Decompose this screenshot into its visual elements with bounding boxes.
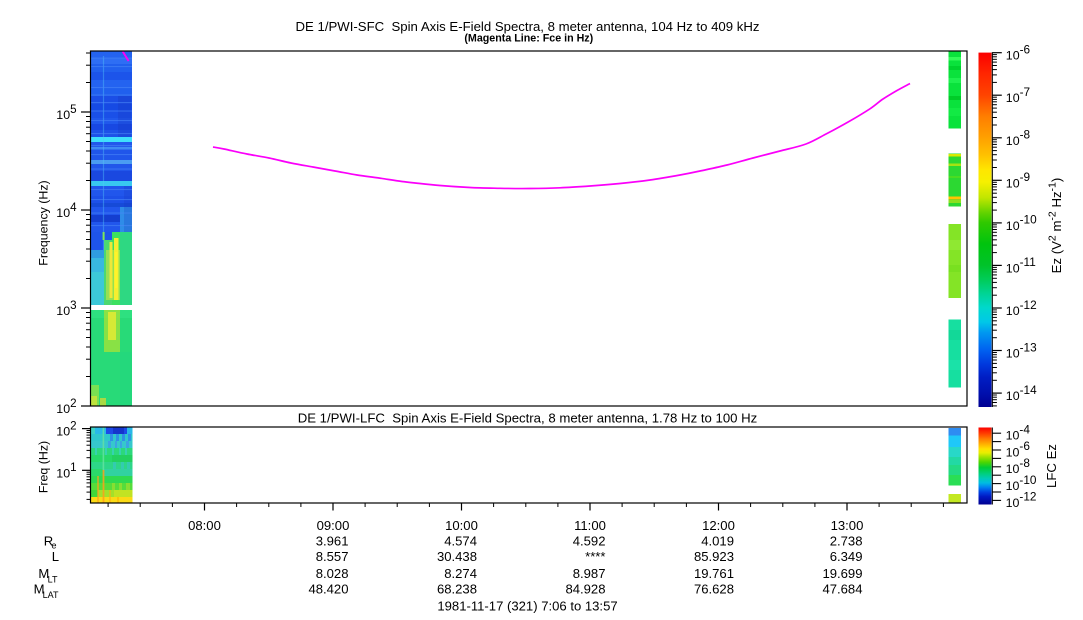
- svg-text:76.628: 76.628: [694, 582, 734, 597]
- svg-text:M: M: [38, 566, 49, 581]
- svg-text:8.274: 8.274: [444, 566, 477, 581]
- svg-text:19.761: 19.761: [694, 566, 734, 581]
- svg-text:DE 1/PWI-SFC Spin Axis E-Fiel: DE 1/PWI-SFC Spin Axis E-Field Spectra, …: [296, 19, 760, 34]
- svg-text:11:00: 11:00: [574, 518, 606, 533]
- svg-text:09:00: 09:00: [317, 518, 350, 533]
- svg-text:LFC Ez: LFC Ez: [1044, 444, 1059, 488]
- svg-text:2.738: 2.738: [830, 533, 863, 548]
- svg-text:6.349: 6.349: [830, 549, 863, 564]
- svg-text:M: M: [34, 582, 45, 597]
- svg-text:(Magenta Line: Fce in Hz): (Magenta Line: Fce in Hz): [464, 33, 593, 45]
- svg-text:4.019: 4.019: [701, 533, 734, 548]
- svg-text:85.923: 85.923: [694, 549, 734, 564]
- svg-text:19.699: 19.699: [822, 566, 862, 581]
- svg-text:3.961: 3.961: [316, 533, 349, 548]
- svg-text:8.028: 8.028: [316, 566, 349, 581]
- svg-text:47.684: 47.684: [822, 582, 862, 597]
- svg-text:4.574: 4.574: [444, 533, 477, 548]
- svg-text:R: R: [44, 533, 53, 548]
- svg-text:48.420: 48.420: [308, 582, 348, 597]
- svg-text:4.592: 4.592: [573, 533, 606, 548]
- svg-text:Freq (Hz): Freq (Hz): [37, 441, 51, 493]
- svg-text:1981-11-17 (321) 7:06 to 13:57: 1981-11-17 (321) 7:06 to 13:57: [437, 599, 617, 614]
- svg-text:84.928: 84.928: [565, 582, 605, 597]
- svg-text:12:00: 12:00: [702, 518, 735, 533]
- svg-text:DE 1/PWI-LFC Spin Axis E-Fiel: DE 1/PWI-LFC Spin Axis E-Field Spectra, …: [298, 411, 758, 426]
- svg-text:8.557: 8.557: [316, 549, 349, 564]
- svg-text:13:00: 13:00: [831, 518, 864, 533]
- svg-text:****: ****: [585, 549, 605, 564]
- svg-text:LAT: LAT: [43, 590, 59, 600]
- svg-text:Frequency (Hz): Frequency (Hz): [37, 180, 51, 265]
- svg-text:08:00: 08:00: [188, 518, 221, 533]
- svg-text:8.987: 8.987: [573, 566, 606, 581]
- svg-text:Ez (V2 m-2 Hz-1): Ez (V2 m-2 Hz-1): [1047, 178, 1065, 274]
- svg-text:e: e: [51, 541, 56, 551]
- svg-text:10:00: 10:00: [445, 518, 478, 533]
- svg-text:L: L: [52, 549, 59, 564]
- svg-text:30.438: 30.438: [437, 549, 477, 564]
- svg-text:68.238: 68.238: [437, 582, 477, 597]
- svg-text:LT: LT: [48, 574, 58, 584]
